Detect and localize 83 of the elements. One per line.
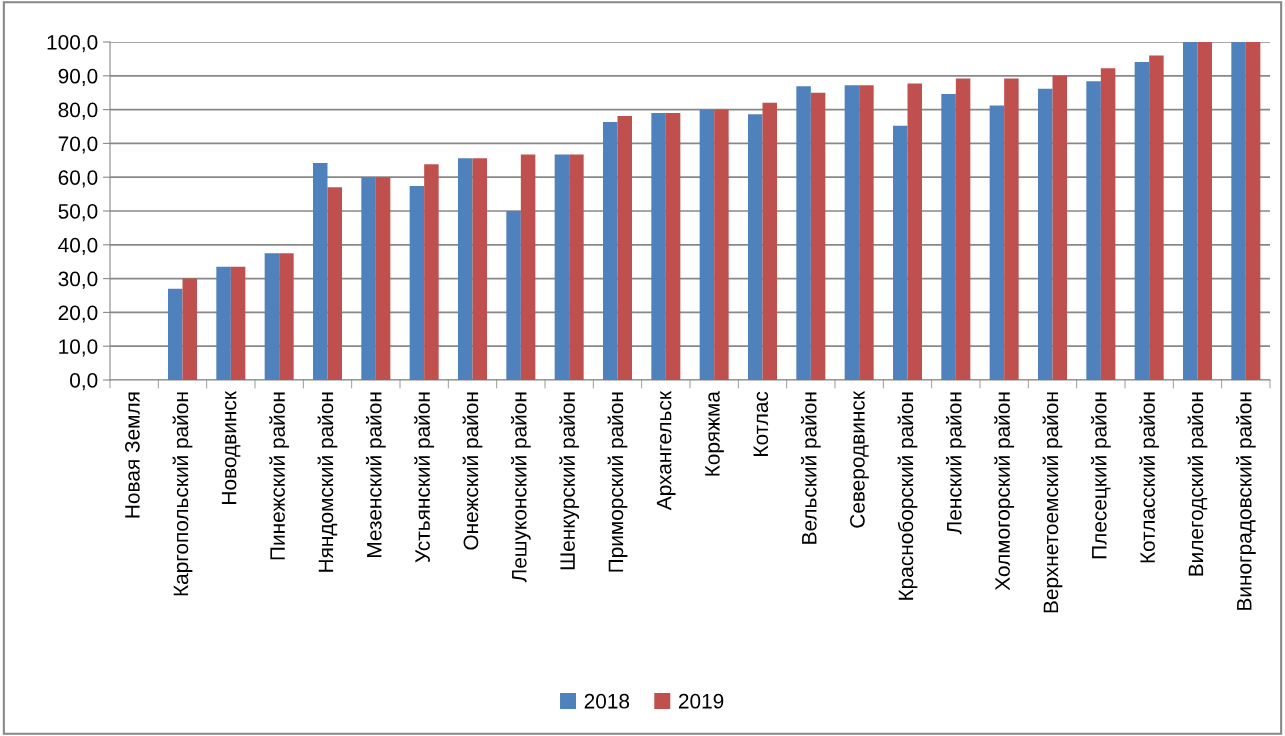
bar (1183, 42, 1198, 380)
x-tick-label: Шенкурский район (559, 392, 580, 570)
bar (230, 266, 246, 380)
bar (279, 253, 294, 380)
y-tick-label: 40,0 (58, 237, 98, 256)
x-tick-label: Холмогорский район (994, 392, 1015, 591)
bar (941, 94, 956, 380)
y-tick-label: 70,0 (58, 136, 98, 154)
x-tick-label: Онежский район (462, 392, 483, 550)
bar (313, 163, 328, 380)
bar (554, 154, 570, 380)
bar (844, 85, 860, 380)
bar (1052, 75, 1067, 380)
x-tick-label: Вилегодский район (1187, 392, 1208, 576)
bar (375, 177, 391, 380)
bar (264, 253, 280, 380)
x-tick-label: Новодвинск (221, 391, 241, 504)
bar (810, 92, 826, 380)
x-tick-label: Вельский район (800, 392, 821, 544)
x-tick-label: Плесецкий район (1090, 392, 1111, 559)
bar (1038, 88, 1053, 380)
y-tick-label: 20,0 (58, 305, 98, 323)
bar (762, 102, 777, 380)
bar (361, 177, 376, 380)
bar (409, 185, 425, 380)
y-tick-label: 90,0 (58, 68, 98, 87)
bar (520, 154, 536, 380)
bar (714, 109, 729, 380)
bar (1134, 61, 1150, 380)
x-tick-label: Новая Земля (125, 392, 140, 518)
y-tick-label: 60,0 (58, 170, 98, 188)
bar (1197, 42, 1212, 380)
bar (458, 158, 473, 380)
y-tick-label: 10,0 (59, 339, 98, 357)
x-tick-label: Котлас (753, 391, 769, 456)
x-tick-label: Красноборский район (897, 392, 918, 600)
x-tick-label: Ленский район (945, 392, 966, 535)
x-tick-label: Приморский район (607, 392, 628, 572)
x-tick-label: Котласский район (1139, 392, 1160, 563)
bar (472, 158, 487, 380)
bar (1231, 42, 1246, 380)
bar (748, 114, 763, 380)
bar (569, 154, 584, 380)
bar (603, 122, 618, 380)
x-tick-label: Архангельск (656, 391, 676, 511)
x-tick-label: Мезенский район (365, 392, 386, 557)
bar (1086, 81, 1101, 380)
x-tick-label: Лешуконский район (510, 392, 531, 583)
bar (859, 85, 874, 380)
bar (907, 83, 922, 380)
legend-label: 2018 (584, 693, 630, 709)
bar (796, 86, 811, 380)
bar (1149, 55, 1164, 380)
bar (1100, 68, 1116, 380)
bar (327, 187, 342, 380)
y-tick-label: 50,0 (58, 204, 98, 222)
bar (699, 109, 715, 380)
bar (617, 116, 632, 380)
x-tick-label: Няндомский район (317, 392, 338, 572)
bar (665, 112, 681, 380)
bar (1245, 42, 1261, 380)
bar (168, 288, 183, 380)
bar (506, 211, 521, 380)
y-tick-label: 0,0 (70, 373, 98, 391)
legend-label: 2019 (678, 693, 724, 709)
x-tick-label: Каргопольский район (172, 392, 193, 596)
bar (893, 125, 908, 380)
x-tick-label: Виноградовский район (1235, 392, 1256, 610)
bar (989, 105, 1005, 380)
y-tick-label: 80,0 (58, 102, 98, 120)
y-tick-label: 30,0 (58, 271, 98, 289)
bar (955, 78, 971, 380)
x-tick-label: Северодвинск (850, 391, 869, 528)
bar (1004, 78, 1019, 380)
x-tick-label: Пинежский район (269, 392, 290, 560)
x-tick-label: Коряжма (705, 391, 724, 476)
x-tick-label: Устьянский район (414, 392, 435, 563)
bar (651, 112, 666, 380)
bar (182, 278, 197, 380)
y-tick-label: 100,0 (47, 35, 98, 53)
x-tick-label: Верхнетоемский район (1042, 392, 1063, 613)
bar (424, 164, 439, 380)
bar (216, 266, 231, 380)
